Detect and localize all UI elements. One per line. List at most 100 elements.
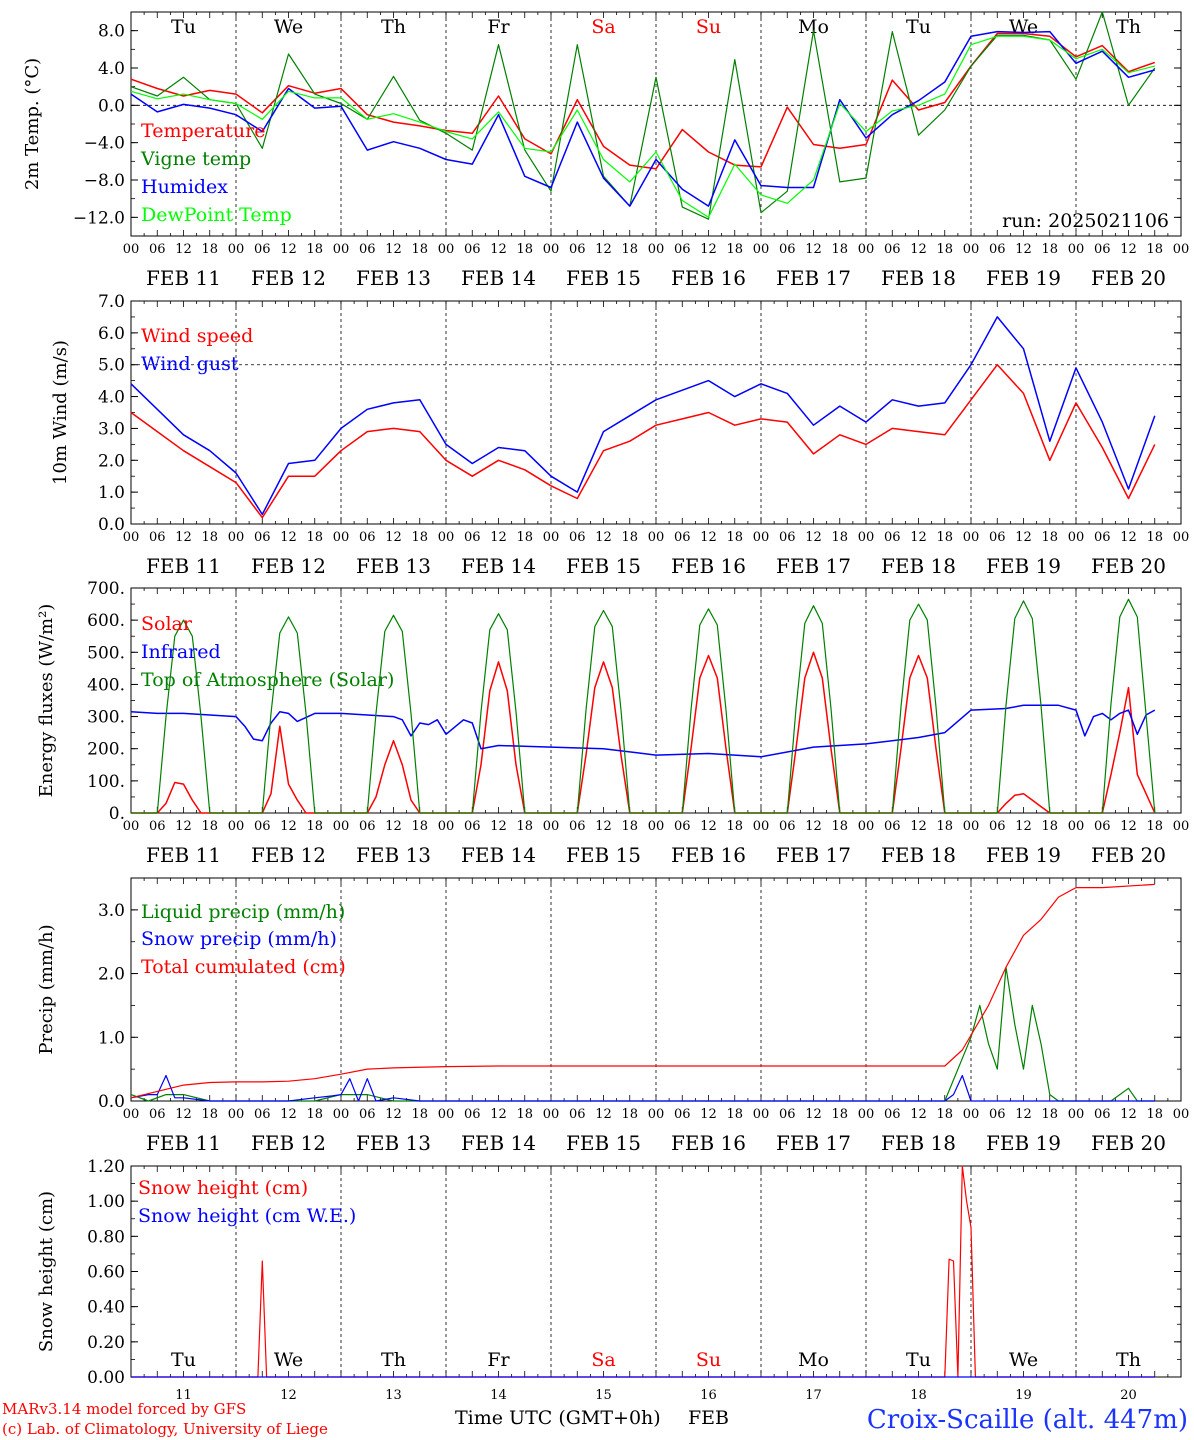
y-tick-label: 4.0 [98, 388, 125, 408]
hour-tick-label: 18 [1146, 1107, 1163, 1122]
date-label: FEB 11 [146, 266, 221, 290]
hour-tick-label: 00 [858, 530, 875, 545]
hour-tick-label: 00 [123, 819, 140, 834]
hour-tick-label: 12 [1120, 819, 1137, 834]
hour-tick-label: 06 [884, 242, 901, 257]
legend-entry: Vigne temp [140, 148, 251, 170]
day-number-label: 12 [280, 1388, 297, 1403]
hour-tick-label: 00 [438, 1107, 455, 1122]
hour-tick-label: 06 [254, 1107, 271, 1122]
weekday-label: Su [696, 1349, 721, 1371]
weekday-label: Th [1116, 16, 1141, 38]
y-tick-label: 7.0 [98, 292, 125, 312]
weekday-label: We [274, 16, 303, 38]
y-tick-label: 0.0 [98, 1092, 125, 1112]
hour-tick-label: 00 [858, 819, 875, 834]
hour-tick-label: 18 [726, 819, 743, 834]
date-label: FEB 16 [671, 1131, 746, 1155]
y-tick-label: 4.0 [98, 59, 125, 79]
y-tick-label: 200. [87, 740, 125, 760]
series-line-red [130, 32, 1156, 170]
weekday-label: Th [381, 1349, 406, 1371]
hour-tick-label: 12 [385, 819, 402, 834]
hour-tick-label: 06 [779, 819, 796, 834]
hour-tick-label: 06 [254, 530, 271, 545]
hour-tick-label: 00 [543, 1107, 560, 1122]
hour-tick-label: 00 [858, 242, 875, 257]
hour-tick-label: 00 [333, 1107, 350, 1122]
hour-tick-label: 12 [490, 530, 507, 545]
hour-tick-label: 00 [963, 242, 980, 257]
y-tick-label: −8.0 [84, 171, 125, 191]
weekday-label: We [1009, 1349, 1038, 1371]
legend-entry: Snow height (cm) [138, 1177, 308, 1199]
weekday-label: Th [1116, 1349, 1141, 1371]
legend-entry: Wind gust [141, 353, 239, 375]
hour-tick-label: 18 [621, 530, 638, 545]
hour-tick-label: 18 [621, 819, 638, 834]
hour-tick-label: 00 [228, 819, 245, 834]
date-label: FEB 13 [356, 554, 431, 578]
legend-entry: Humidex [141, 176, 228, 198]
hour-tick-label: 00 [648, 242, 665, 257]
hour-tick-label: 12 [700, 1107, 717, 1122]
day-number-label: 11 [175, 1388, 192, 1403]
hour-tick-label: 18 [516, 1107, 533, 1122]
hour-tick-label: 00 [438, 819, 455, 834]
hour-tick-label: 18 [411, 530, 428, 545]
hour-tick-label: 12 [280, 819, 297, 834]
date-label: FEB 11 [146, 843, 221, 867]
plot-frame [130, 11, 1182, 237]
y-tick-label: 1.0 [98, 1028, 125, 1048]
panel-3: 0. 100. 200. 300. 400. 500. 600. 700. Energy flu… [36, 579, 1189, 867]
y-axis-label: Energy fluxes (W/m²) [36, 604, 57, 798]
hour-tick-label: 18 [201, 242, 218, 257]
weekday-label: Mo [798, 16, 829, 38]
hour-tick-label: 06 [884, 1107, 901, 1122]
weekday-label: Th [381, 16, 406, 38]
hour-tick-label: 12 [805, 819, 822, 834]
legend-entry: DewPoint Temp [141, 204, 292, 226]
date-label: FEB 17 [776, 1131, 851, 1155]
hour-tick-label: 06 [674, 819, 691, 834]
hour-tick-label: 18 [831, 1107, 848, 1122]
weekday-label: Sa [591, 1349, 615, 1371]
date-label: FEB 14 [461, 266, 536, 290]
hour-tick-label: 12 [1120, 1107, 1137, 1122]
date-label: FEB 12 [251, 843, 326, 867]
day-number-label: 16 [700, 1388, 717, 1403]
date-label: FEB 17 [776, 554, 851, 578]
day-number-label: 17 [805, 1388, 822, 1403]
date-label: FEB 11 [146, 1131, 221, 1155]
hour-tick-label: 18 [1041, 530, 1058, 545]
y-tick-label: 3.0 [98, 901, 125, 921]
weekday-label: Sa [591, 16, 615, 38]
y-tick-label: 6.0 [98, 324, 125, 344]
legend-entry: Top of Atmosphere (Solar) [141, 669, 394, 691]
day-number-label: 15 [595, 1388, 612, 1403]
y-tick-label: 300. [87, 708, 125, 728]
hour-tick-label: 12 [280, 242, 297, 257]
y-axis-label: Precip (mm/h) [36, 924, 57, 1054]
legend-entry: Snow height (cm W.E.) [138, 1205, 356, 1227]
hour-tick-label: 18 [726, 242, 743, 257]
hour-tick-label: 18 [831, 242, 848, 257]
y-tick-label: 0. [109, 804, 125, 824]
day-number-label: 18 [910, 1388, 927, 1403]
weekday-label: Tu [906, 16, 931, 38]
hour-tick-label: 18 [411, 1107, 428, 1122]
hour-tick-label: 12 [1120, 530, 1137, 545]
hour-tick-label: 06 [1094, 242, 1111, 257]
hour-tick-label: 06 [569, 819, 586, 834]
legend-entry: Total cumulated (cm) [141, 956, 346, 978]
hour-tick-label: 12 [805, 1107, 822, 1122]
series-line-green [130, 11, 1156, 220]
hour-tick-label: 06 [884, 530, 901, 545]
y-axis-label: 10m Wind (m/s) [50, 340, 71, 485]
date-label: FEB 14 [461, 1131, 536, 1155]
hour-tick-label: 06 [254, 242, 271, 257]
hour-tick-label: 00 [753, 530, 770, 545]
series-line-lightgreen [130, 35, 1155, 218]
hour-tick-label: 00 [333, 242, 350, 257]
hour-tick-label: 00 [1068, 819, 1085, 834]
